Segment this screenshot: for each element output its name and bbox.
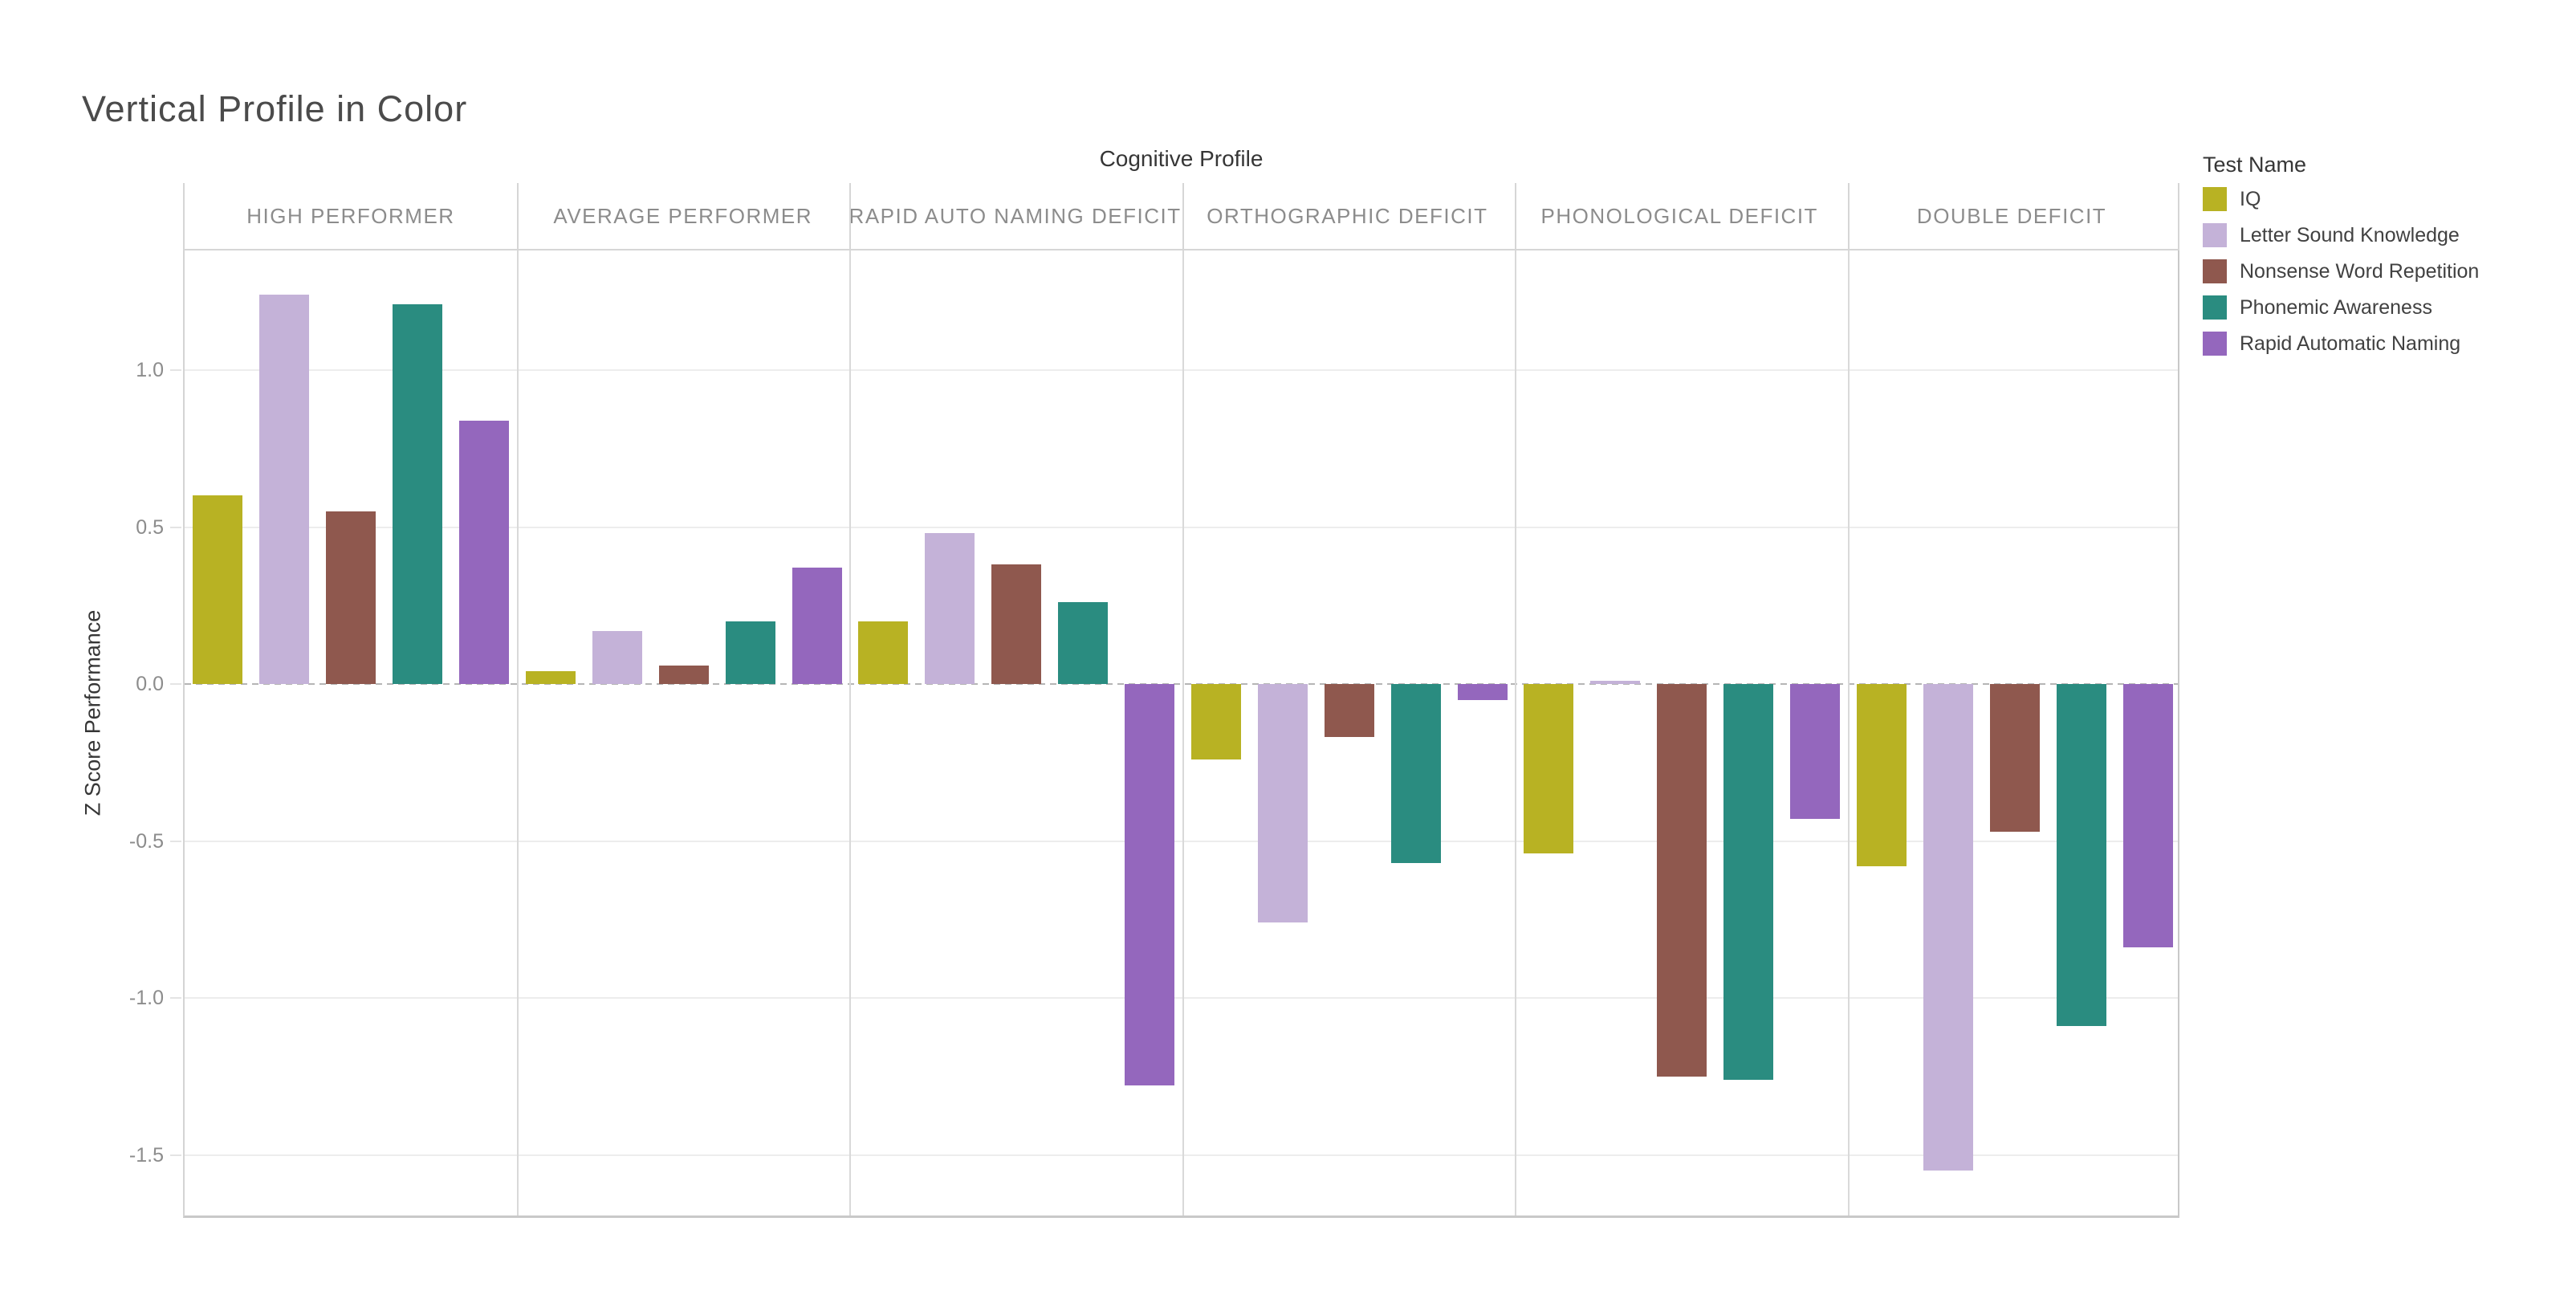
bar-phonological-deficit-rapid-automatic-naming[interactable] <box>1790 684 1841 820</box>
bar-rapid-auto-naming-deficit-letter-sound-knowledge[interactable] <box>925 533 975 684</box>
y-tick-label: -1.5 <box>128 1143 164 1167</box>
bar-average-performer-phonemic-awareness[interactable] <box>725 621 775 684</box>
header-separator <box>516 183 519 249</box>
legend-swatch <box>2203 187 2227 211</box>
legend-swatch <box>2203 295 2227 320</box>
bar-double-deficit-iq[interactable] <box>1856 684 1907 866</box>
legend: Test Name IQ Letter Sound Knowledge Nonsen… <box>2203 153 2564 368</box>
panel-header-band: HIGH PERFORMER AVERAGE PERFORMER RAPID AUT… <box>183 183 2179 250</box>
legend-label: IQ <box>2240 187 2261 210</box>
y-axis-title: Z Score Performance <box>80 609 105 816</box>
legend-item-letter-sound-knowledge[interactable]: Letter Sound Knowledge <box>2203 223 2564 247</box>
legend-item-nonsense-word-repetition[interactable]: Nonsense Word Repetition <box>2203 259 2564 283</box>
plot-area <box>183 250 2179 1218</box>
header-separator <box>1182 183 1184 249</box>
gridline <box>185 369 2178 371</box>
bar-high-performer-nonsense-word-repetition[interactable] <box>326 511 376 684</box>
y-tick-mark <box>170 526 181 528</box>
panel-header-1: AVERAGE PERFORMER <box>553 203 813 228</box>
bar-rapid-auto-naming-deficit-iq[interactable] <box>858 621 909 684</box>
gridline <box>185 840 2178 842</box>
legend-label: Rapid Automatic Naming <box>2240 332 2461 355</box>
bar-orthographic-deficit-rapid-automatic-naming[interactable] <box>1457 684 1508 700</box>
y-tick-mark <box>170 1154 181 1156</box>
legend-label: Nonsense Word Repetition <box>2240 259 2480 283</box>
bar-phonological-deficit-nonsense-word-repetition[interactable] <box>1657 684 1707 1077</box>
y-tick-label: -0.5 <box>128 829 164 853</box>
zero-reference-line <box>185 683 2178 685</box>
bar-average-performer-letter-sound-knowledge[interactable] <box>592 630 642 684</box>
legend-item-rapid-automatic-naming[interactable]: Rapid Automatic Naming <box>2203 332 2564 356</box>
y-tick-mark <box>170 683 181 685</box>
bar-orthographic-deficit-letter-sound-knowledge[interactable] <box>1257 684 1308 923</box>
gridline <box>185 1154 2178 1156</box>
bar-double-deficit-phonemic-awareness[interactable] <box>2056 684 2106 1027</box>
bar-average-performer-iq[interactable] <box>525 671 576 684</box>
legend-item-iq[interactable]: IQ <box>2203 187 2564 211</box>
bar-high-performer-letter-sound-knowledge[interactable] <box>259 295 310 684</box>
header-separator <box>1515 183 1516 249</box>
bar-double-deficit-rapid-automatic-naming[interactable] <box>2122 684 2173 948</box>
panel-header-5: DOUBLE DEFICIT <box>1916 203 2107 228</box>
legend-swatch <box>2203 259 2227 283</box>
panel-separator <box>1847 250 1850 1215</box>
panel-header-2: RAPID AUTO NAMING DEFICIT <box>848 203 1182 228</box>
page-title: Vertical Profile in Color <box>82 88 468 129</box>
y-tick-mark <box>170 369 181 371</box>
panel-separator <box>849 250 851 1215</box>
legend-label: Letter Sound Knowledge <box>2240 223 2460 246</box>
bar-phonological-deficit-letter-sound-knowledge[interactable] <box>1590 681 1641 684</box>
bar-orthographic-deficit-phonemic-awareness[interactable] <box>1390 684 1441 863</box>
panel-separator <box>1182 250 1184 1215</box>
panel-separator <box>1515 250 1516 1215</box>
y-tick-label: 0.5 <box>136 515 164 539</box>
panel-header-4: PHONOLOGICAL DEFICIT <box>1540 203 1818 228</box>
legend-title: Test Name <box>2203 153 2307 177</box>
bar-phonological-deficit-iq[interactable] <box>1524 684 1574 854</box>
bar-average-performer-nonsense-word-repetition[interactable] <box>658 665 709 684</box>
legend-swatch <box>2203 223 2227 247</box>
header-separator <box>1847 183 1850 249</box>
bar-high-performer-rapid-automatic-naming[interactable] <box>459 420 510 684</box>
panel-header-3: ORTHOGRAPHIC DEFICIT <box>1207 203 1488 228</box>
bar-phonological-deficit-phonemic-awareness[interactable] <box>1723 684 1774 1080</box>
bar-double-deficit-letter-sound-knowledge[interactable] <box>1923 684 1973 1171</box>
bar-rapid-auto-naming-deficit-nonsense-word-repetition[interactable] <box>991 564 1042 684</box>
bar-high-performer-iq[interactable] <box>193 495 243 684</box>
bar-average-performer-rapid-automatic-naming[interactable] <box>792 568 842 684</box>
chart-title: Cognitive Profile <box>1099 146 1264 171</box>
header-separator <box>849 183 851 249</box>
y-tick-mark <box>170 997 181 999</box>
panel-header-0: HIGH PERFORMER <box>246 203 455 228</box>
y-tick-mark <box>170 840 181 842</box>
y-tick-label: -1.0 <box>128 987 164 1009</box>
gridline <box>185 526 2178 528</box>
legend-label: Phonemic Awareness <box>2240 295 2432 319</box>
legend-item-phonemic-awareness[interactable]: Phonemic Awareness <box>2203 295 2564 320</box>
y-tick-label: 1.0 <box>136 359 164 381</box>
bar-double-deficit-nonsense-word-repetition[interactable] <box>1989 684 2040 832</box>
bar-high-performer-phonemic-awareness[interactable] <box>393 303 443 684</box>
bar-rapid-auto-naming-deficit-phonemic-awareness[interactable] <box>1058 602 1109 684</box>
y-tick-label: 0.0 <box>136 673 164 695</box>
bar-rapid-auto-naming-deficit-rapid-automatic-naming[interactable] <box>1125 684 1175 1086</box>
legend-swatch <box>2203 332 2227 356</box>
gridline <box>185 997 2178 999</box>
bar-orthographic-deficit-iq[interactable] <box>1190 684 1241 759</box>
panel-separator <box>516 250 519 1215</box>
bar-orthographic-deficit-nonsense-word-repetition[interactable] <box>1324 684 1374 738</box>
